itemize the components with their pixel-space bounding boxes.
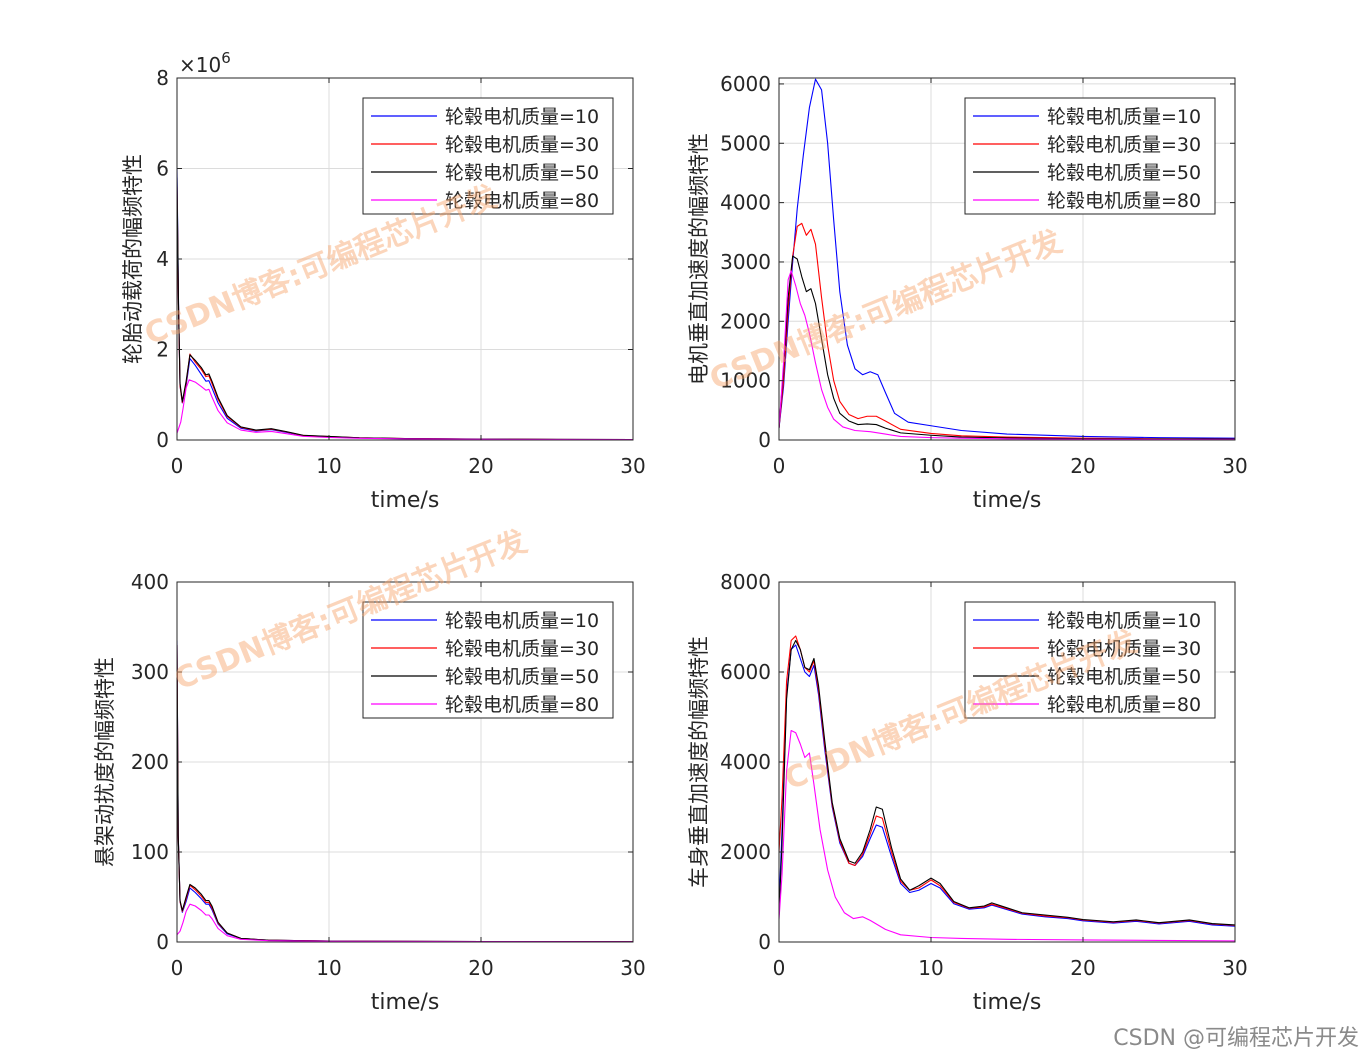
x-tick-label: 0 [171, 454, 184, 478]
legend-entry: 轮毂电机质量=30 [445, 638, 599, 660]
legend-entry: 轮毂电机质量=10 [1047, 610, 1201, 632]
y-tick-label: 6 [156, 157, 169, 181]
legend-entry: 轮毂电机质量=80 [445, 190, 599, 212]
legend-box [362, 601, 614, 719]
legend-entry: 轮毂电机质量=30 [1047, 134, 1201, 156]
exponent-label: ×106 [179, 49, 231, 77]
chart-panel-2: 0 10 20 30 0 1000 2000 3000 4000 5000 6000 time/s 电机… [687, 72, 1248, 513]
y-axis-label: 轮胎动载荷的幅频特性 [121, 154, 145, 364]
x-tick-label: 20 [468, 454, 493, 478]
y-tick-label: 8 [156, 66, 169, 90]
legend-entry: 轮毂电机质量=30 [445, 134, 599, 156]
y-tick-label: 0 [156, 428, 169, 452]
series-line-1 [779, 644, 1235, 927]
y-tick-label: 1000 [720, 369, 771, 393]
y-tick-label: 6000 [720, 72, 771, 96]
x-tick-label: 0 [171, 956, 184, 980]
x-tick-label: 0 [773, 454, 786, 478]
y-tick-label: 4000 [720, 191, 771, 215]
legend-entry: 轮毂电机质量=10 [1047, 106, 1201, 128]
y-tick-label: 4000 [720, 750, 771, 774]
series-line-4 [177, 903, 633, 942]
series-line-4 [177, 379, 633, 440]
y-tick-label: 5000 [720, 131, 771, 155]
legend-entry: 轮毂电机质量=80 [1047, 190, 1201, 212]
legend-box [964, 97, 1216, 215]
chart-panel-3: 0 10 20 300100200300400time/s悬架动扰度的幅频特性轮毂电机… [93, 570, 646, 1015]
series-group [779, 635, 1235, 942]
legend-entry: 轮毂电机质量=80 [445, 694, 599, 716]
x-tick-label: 0 [773, 956, 786, 980]
legend-box [362, 97, 614, 215]
legend-box [964, 601, 1216, 719]
legend-entry: 轮毂电机质量=30 [1047, 638, 1201, 660]
series-group [779, 78, 1235, 440]
legend: 轮毂电机质量=10 轮毂电机质量=30 轮毂电机质量=50 轮毂电机质量=80 [362, 97, 614, 215]
y-tick-label: 0 [758, 428, 771, 452]
series-group [177, 640, 633, 942]
x-tick-label: 30 [1222, 956, 1247, 980]
x-axis-label: time/s [973, 990, 1042, 1015]
y-axis-label: 电机垂直加速度的幅频特性 [687, 133, 711, 385]
series-line-3 [779, 639, 1235, 926]
chart-panel-4: 0 10 20 30 0 2000 4000 6000 8000 time/s 车身垂直加速度的幅频… [687, 570, 1248, 1015]
y-tick-label: 4 [156, 247, 169, 271]
y-tick-label: 8000 [720, 570, 771, 594]
series-line-1 [779, 78, 1235, 439]
y-tick-label: 2000 [720, 309, 771, 333]
x-axis-label: time/s [371, 488, 440, 513]
series-line-4 [779, 270, 1235, 440]
y-tick-label: 0 [156, 930, 169, 954]
footer-credit: CSDN @可编程芯片开发 [1113, 1026, 1359, 1051]
legend-entry: 轮毂电机质量=50 [445, 666, 599, 688]
legend-entry: 轮毂电机质量=10 [445, 610, 599, 632]
y-tick-label: 300 [131, 660, 169, 684]
legend-entry: 轮毂电机质量=80 [1047, 694, 1201, 716]
x-tick-label: 30 [1222, 454, 1247, 478]
y-tick-label: 200 [131, 750, 169, 774]
y-axis-label: 悬架动扰度的幅频特性 [93, 657, 117, 867]
series-line-2 [779, 222, 1235, 440]
legend-entry: 轮毂电机质量=10 [445, 106, 599, 128]
x-tick-label: 10 [918, 454, 943, 478]
x-tick-label: 20 [1070, 454, 1095, 478]
legend: 轮毂电机质量=10 轮毂电机质量=30 轮毂电机质量=50 轮毂电机质量=80 [362, 601, 614, 719]
y-tick-label: 0 [758, 930, 771, 954]
series-line-3 [779, 255, 1235, 440]
y-tick-label: 2000 [720, 840, 771, 864]
legend-entry: 轮毂电机质量=50 [1047, 666, 1201, 688]
x-axis-label: time/s [371, 990, 440, 1015]
y-tick-label: 100 [131, 840, 169, 864]
y-tick-label: 400 [131, 570, 169, 594]
legend-entry: 轮毂电机质量=50 [445, 162, 599, 184]
x-axis-label: time/s [973, 488, 1042, 513]
y-tick-label: 2 [156, 338, 169, 362]
series-group [177, 168, 633, 440]
x-tick-label: 20 [468, 956, 493, 980]
legend-entry: 轮毂电机质量=50 [1047, 162, 1201, 184]
y-tick-label: 3000 [720, 250, 771, 274]
x-tick-label: 10 [316, 454, 341, 478]
chart-panel-1: 0 10 20 30 0 2 4 6 8 ×106 time/s 轮胎动载荷的幅频特性 轮毂电机质量=1… [121, 49, 646, 513]
x-tick-label: 10 [918, 956, 943, 980]
x-tick-label: 20 [1070, 956, 1095, 980]
axes-box [778, 77, 1236, 441]
x-tick-label: 30 [620, 454, 645, 478]
exponent-power: 6 [221, 49, 231, 67]
y-tick-label: 6000 [720, 660, 771, 684]
legend: 轮毂电机质量=10 轮毂电机质量=30 轮毂电机质量=50 轮毂电机质量=80 [964, 601, 1216, 719]
series-line-4 [779, 729, 1235, 942]
y-axis-label: 车身垂直加速度的幅频特性 [687, 636, 711, 888]
x-tick-label: 30 [620, 956, 645, 980]
x-tick-label: 10 [316, 956, 341, 980]
legend: 轮毂电机质量=10 轮毂电机质量=30 轮毂电机质量=50 轮毂电机质量=80 [964, 97, 1216, 215]
